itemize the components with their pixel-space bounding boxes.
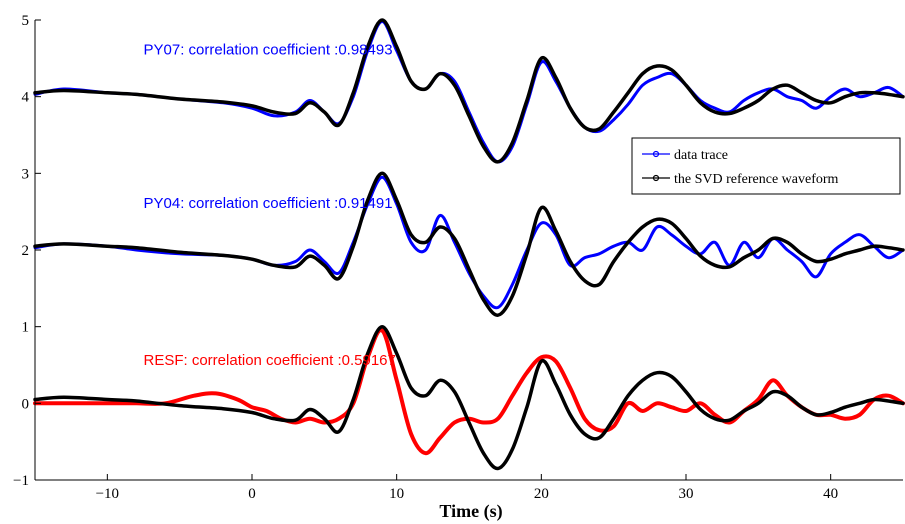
- y-tick-label: 2: [22, 243, 30, 259]
- legend-label: the SVD reference waveform: [674, 172, 839, 187]
- x-tick-label: 20: [534, 486, 549, 502]
- x-tick-label: 30: [679, 486, 694, 502]
- series-line-5: [33, 324, 905, 471]
- series-line-1: [33, 18, 905, 164]
- series-line-4: [33, 328, 905, 456]
- legend-label: data trace: [674, 148, 728, 163]
- annotation-1: PY04: correlation coefficient :0.91491: [144, 195, 393, 212]
- series-lines: [33, 18, 905, 471]
- series-line-2: [33, 175, 905, 310]
- legend-marker: [652, 174, 660, 182]
- x-tick-label: −10: [96, 486, 119, 502]
- annotations: PY07: correlation coefficient :0.98493 PY…: [144, 42, 396, 370]
- y-tick-label: 1: [22, 320, 30, 336]
- y-tick-label: −1: [13, 473, 29, 489]
- x-tick-label: 40: [823, 486, 838, 502]
- annotation-0: PY07: correlation coefficient :0.98493: [144, 42, 393, 59]
- y-tick-label: 3: [22, 166, 30, 182]
- y-tick-label: 5: [22, 13, 30, 29]
- legend-box: [631, 137, 901, 195]
- x-axis-label: Time (s): [439, 501, 502, 522]
- x-tick-label: 0: [248, 486, 256, 502]
- y-tick-label: 4: [22, 90, 30, 106]
- legend-marker: [652, 150, 660, 158]
- y-tick-label: 0: [22, 396, 30, 412]
- annotation-2: RESF: correlation coefficient :0.59167: [144, 352, 396, 369]
- series-line-3: [33, 171, 905, 317]
- x-tick-label: 10: [389, 486, 404, 502]
- legend: data trace the SVD reference waveform: [631, 137, 901, 195]
